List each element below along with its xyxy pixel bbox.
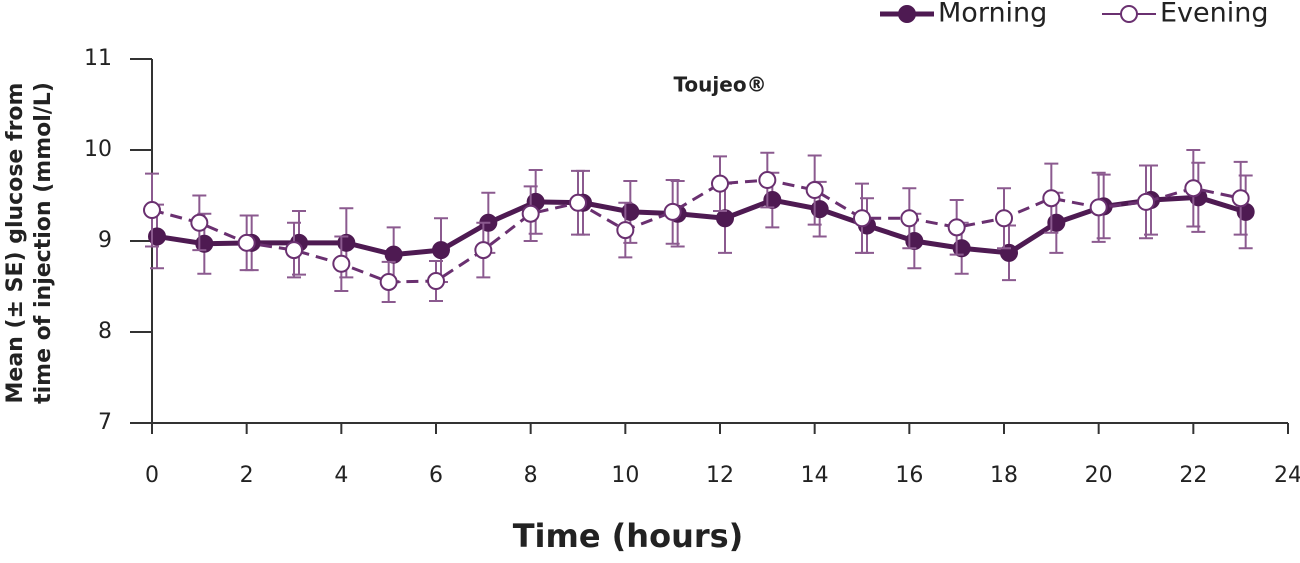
legend-marker bbox=[898, 5, 916, 23]
marker bbox=[332, 254, 351, 273]
marker bbox=[716, 209, 734, 228]
series bbox=[143, 149, 1250, 303]
series bbox=[148, 161, 1255, 283]
x-tick-label: 20 bbox=[1085, 463, 1113, 488]
y-tick-label: 10 bbox=[84, 137, 112, 162]
marker bbox=[900, 209, 919, 228]
marker bbox=[427, 272, 445, 291]
y-axis-label-line: Mean (± SE) glucose from bbox=[3, 83, 28, 404]
marker bbox=[616, 221, 635, 240]
x-tick-label: 18 bbox=[990, 463, 1018, 488]
y-tick-label: 11 bbox=[84, 46, 112, 71]
marker bbox=[1184, 179, 1203, 198]
marker bbox=[758, 171, 777, 190]
marker bbox=[1042, 189, 1061, 208]
marker bbox=[853, 209, 871, 228]
x-tick-label: 0 bbox=[145, 463, 159, 488]
x-tick-label: 14 bbox=[801, 463, 829, 488]
x-tick-label: 10 bbox=[611, 463, 639, 488]
marker bbox=[521, 204, 540, 223]
marker bbox=[474, 241, 493, 260]
x-tick-label: 22 bbox=[1179, 463, 1207, 488]
marker bbox=[432, 241, 450, 260]
marker bbox=[1089, 198, 1108, 217]
marker bbox=[711, 174, 729, 193]
x-tick-label: 2 bbox=[240, 463, 254, 488]
series-line bbox=[151, 178, 1241, 284]
marker bbox=[1231, 189, 1250, 208]
y-tick-label: 7 bbox=[98, 410, 112, 435]
y-axis-label: Mean (± SE) glucose from time of injecti… bbox=[3, 82, 56, 404]
x-tick-label: 12 bbox=[706, 463, 734, 488]
marker bbox=[805, 181, 824, 200]
marker bbox=[384, 245, 403, 264]
marker bbox=[995, 209, 1013, 228]
marker bbox=[237, 233, 256, 252]
marker bbox=[1137, 192, 1155, 211]
marker bbox=[379, 272, 398, 291]
marker bbox=[947, 218, 966, 237]
chart-title: Toujeo® bbox=[673, 73, 766, 97]
legend-marker bbox=[1120, 5, 1138, 23]
marker bbox=[663, 202, 682, 221]
x-tick-label: 4 bbox=[334, 463, 348, 488]
x-tick-label: 16 bbox=[895, 463, 923, 488]
x-tick-label: 8 bbox=[524, 463, 538, 488]
legend-label: Morning bbox=[938, 0, 1047, 29]
x-tick-label: 24 bbox=[1274, 463, 1300, 488]
x-axis-label: Time (hours) bbox=[513, 517, 744, 555]
x-tick-label: 6 bbox=[429, 463, 443, 488]
y-tick-label: 9 bbox=[98, 228, 112, 253]
series-line bbox=[156, 194, 1247, 258]
legend-label: Evening bbox=[1160, 0, 1269, 29]
marker bbox=[285, 241, 303, 260]
y-tick-label: 8 bbox=[98, 319, 112, 344]
marker bbox=[143, 201, 161, 220]
y-axis-label-line: time of injection (mmol/L) bbox=[31, 82, 56, 404]
marker bbox=[190, 213, 209, 232]
marker bbox=[569, 193, 587, 212]
